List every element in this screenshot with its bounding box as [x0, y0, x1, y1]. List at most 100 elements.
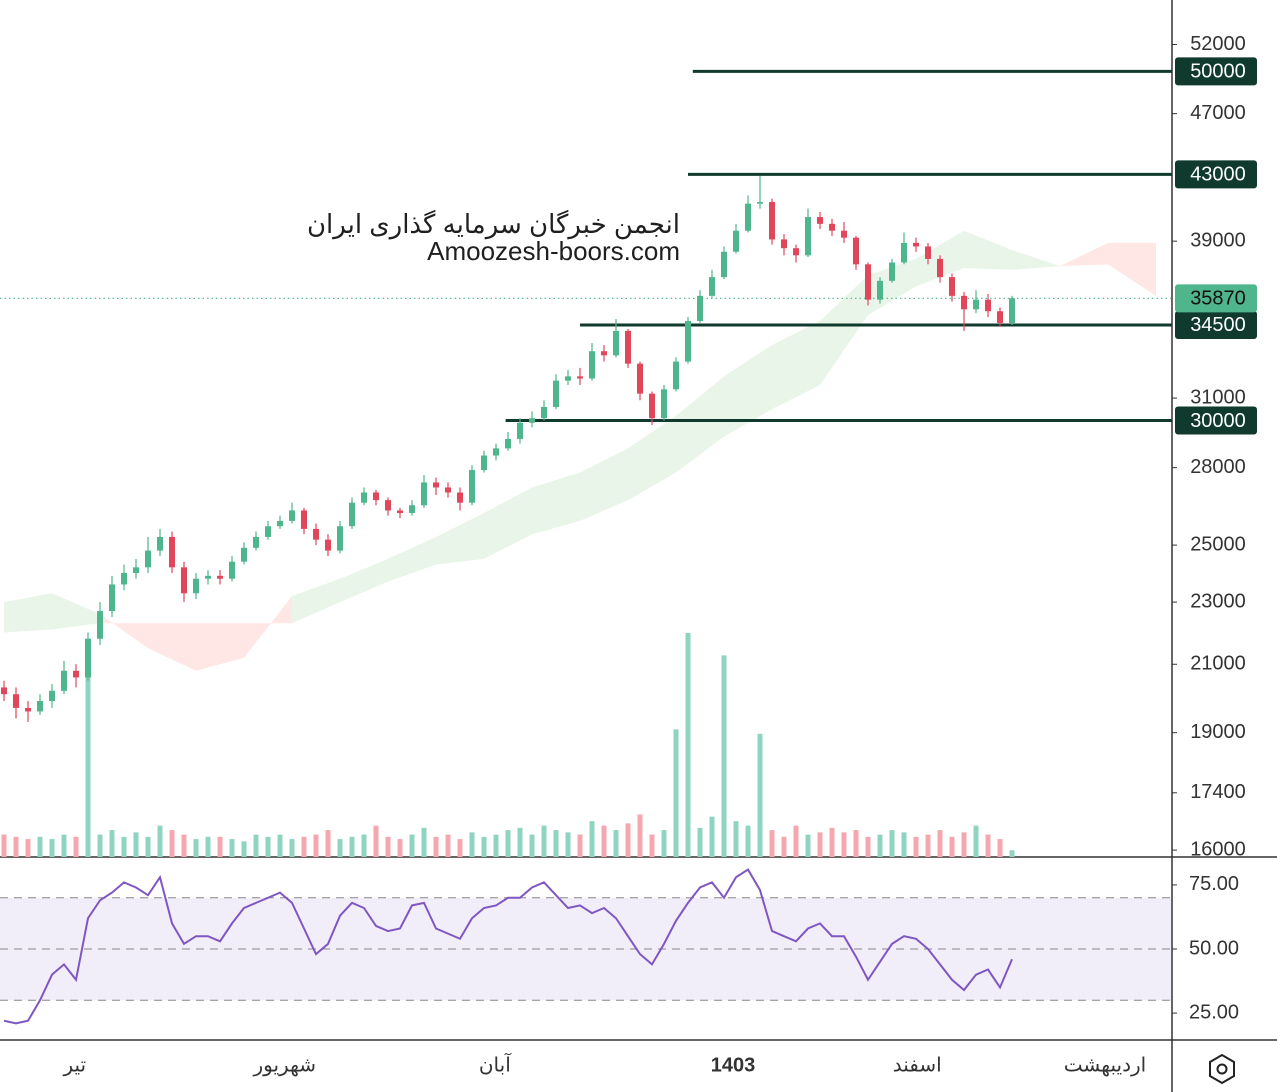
cloud-segment	[388, 536, 436, 582]
last-price-badge	[1175, 284, 1257, 313]
volume-bar	[577, 834, 583, 857]
candle-body	[601, 351, 607, 356]
volume-bar	[649, 834, 655, 857]
volume-bar	[781, 836, 787, 857]
volume-bar	[373, 825, 379, 857]
candle-body	[637, 363, 643, 394]
volume-bar	[553, 830, 559, 857]
volume-bar	[37, 836, 43, 857]
candle-body	[661, 389, 667, 419]
candle-body	[313, 528, 319, 540]
candle-body	[673, 361, 679, 390]
volume-bar	[385, 836, 391, 857]
volume-bar	[133, 832, 139, 857]
volume-bar	[745, 825, 751, 857]
candle-body	[529, 418, 535, 423]
volume-bar	[97, 834, 103, 857]
candle-body	[841, 230, 847, 238]
candle-body	[433, 482, 439, 488]
candle-body	[889, 262, 895, 281]
volume-bar	[361, 834, 367, 857]
rsi-line	[3, 868, 1013, 1025]
volume-bar	[661, 830, 667, 857]
volume-bar	[13, 836, 19, 857]
volume-bar	[337, 839, 343, 857]
candle-body	[625, 330, 631, 364]
candle-body	[997, 311, 1003, 323]
volume-bar	[157, 825, 163, 857]
volume-bar	[109, 830, 115, 857]
candle-body	[97, 611, 103, 639]
candle-body	[85, 638, 91, 678]
cloud-segment	[52, 593, 100, 630]
y-tick-label: 47000	[1190, 102, 1246, 124]
hexagon-dot[interactable]	[1216, 1063, 1228, 1075]
volume-bar	[997, 839, 1003, 857]
volume-bar	[325, 830, 331, 857]
y-tick-label: 52000	[1190, 33, 1246, 55]
cloud-segment	[1108, 242, 1156, 296]
level-label: 50000	[1190, 61, 1246, 83]
candle-body	[469, 470, 475, 503]
y-tick-label: 28000	[1190, 456, 1246, 478]
level-label: 30000	[1190, 410, 1246, 432]
volume-bar	[961, 832, 967, 857]
candle-body	[721, 251, 727, 278]
candle-body	[277, 520, 283, 527]
candle-body	[985, 299, 991, 312]
y-tick-label: 19000	[1190, 721, 1246, 743]
candle-body	[457, 492, 463, 503]
candle-body	[37, 701, 43, 712]
candle-body	[361, 492, 367, 503]
candle-body	[265, 526, 271, 537]
level-badge	[1175, 310, 1257, 339]
candle-body	[877, 280, 883, 300]
rsi-tick-label: 75.00	[1189, 873, 1239, 895]
volume-bar	[769, 830, 775, 857]
volume-bar	[601, 825, 607, 857]
cloud-segment	[628, 415, 676, 501]
volume-bar	[625, 823, 631, 857]
volume-bar	[829, 827, 835, 857]
settings-icon[interactable]	[1209, 1053, 1235, 1085]
volume-bar	[505, 830, 511, 857]
candle-body	[1009, 298, 1015, 323]
volume-bar	[973, 825, 979, 857]
cloud-segment	[484, 487, 532, 559]
x-tick-label: شهریور	[253, 1054, 317, 1076]
candle-body	[445, 487, 451, 493]
candle-body	[385, 500, 391, 511]
candle-body	[709, 277, 715, 296]
volume-bar	[481, 836, 487, 857]
x-tick-label: تیر	[62, 1054, 86, 1076]
candle-body	[421, 482, 427, 506]
cloud-segment	[964, 230, 1012, 270]
volume-bar	[817, 832, 823, 857]
volume-bar	[925, 834, 931, 857]
x-tick-label: اردیبهشت	[1064, 1054, 1146, 1076]
level-badge	[1175, 57, 1257, 86]
candle-body	[829, 223, 835, 231]
volume-bar	[685, 633, 691, 857]
candle-body	[505, 438, 511, 449]
volume-bar	[85, 666, 91, 857]
cloud-segment	[1012, 249, 1060, 270]
candle-body	[157, 536, 163, 551]
hexagon[interactable]	[1209, 1053, 1235, 1085]
candle-body	[493, 448, 499, 456]
y-tick-label: 23000	[1190, 590, 1246, 612]
cloud-segment	[148, 623, 196, 671]
candle-body	[49, 690, 55, 702]
cloud-segment	[4, 593, 52, 633]
y-tick-label: 17400	[1190, 781, 1246, 803]
candle-body	[397, 510, 403, 514]
volume-bar	[265, 836, 271, 857]
volume-bar	[889, 830, 895, 857]
volume-bar	[253, 834, 259, 857]
candle-body	[205, 575, 211, 579]
candle-body	[241, 547, 247, 562]
watermark: انجمن خبرگان سرمایه گذاری ایران	[307, 209, 680, 240]
cloud-segment	[532, 472, 580, 535]
y-tick-label: 39000	[1190, 229, 1246, 251]
candle-body	[25, 707, 31, 712]
